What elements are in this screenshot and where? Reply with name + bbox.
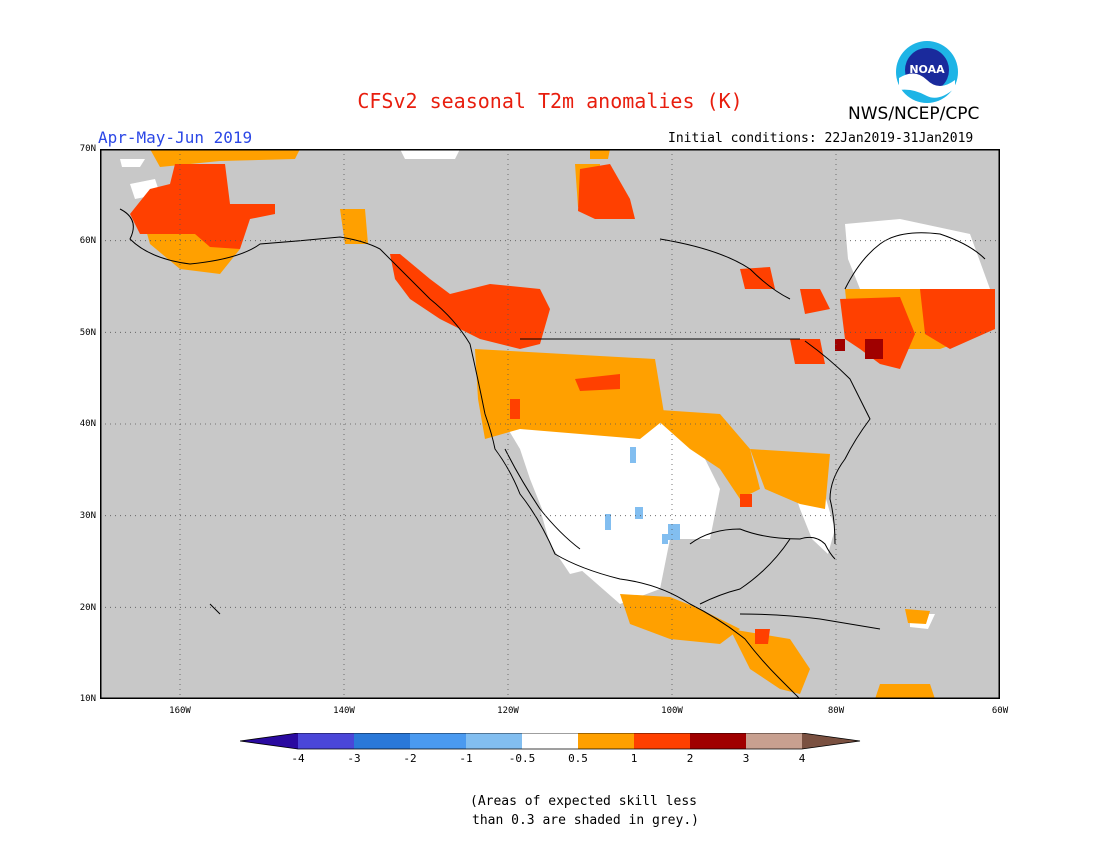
skill-note-line-1: (Areas of expected skill less <box>470 794 697 809</box>
lat-label-50n: 50N <box>79 328 96 338</box>
lat-label-20n: 20N <box>79 603 96 613</box>
lon-label-100w: 100W <box>661 706 683 716</box>
colorbar-segment-9 <box>746 733 802 749</box>
graticule <box>100 149 1000 699</box>
anomaly-1-to-2-regions <box>130 164 995 644</box>
colorbar-label-neg3: -3 <box>347 752 361 765</box>
anomaly-minus-0p5-to-minus-1-regions <box>605 447 680 544</box>
skill-note-line-2: than 0.3 are shaded in grey.) <box>472 813 699 828</box>
season-label: Apr-May-Jun 2019 <box>98 128 253 147</box>
colorbar-segment-4 <box>466 733 522 749</box>
colorbar-label-neg0p5: -0.5 <box>508 752 536 765</box>
lat-label-40n: 40N <box>79 419 96 429</box>
colorbar-label-4: 4 <box>798 752 806 765</box>
lon-label-120w: 120W <box>497 706 519 716</box>
noaa-logo: NOAA <box>896 41 958 103</box>
colorbar-segment-6 <box>578 733 634 749</box>
colorbar-segment-0 <box>240 733 298 749</box>
anomaly-map <box>100 149 1000 699</box>
colorbar-label-neg2: -2 <box>403 752 417 765</box>
map-frame <box>100 149 1000 699</box>
colorbar-segment-2 <box>354 733 410 749</box>
lon-label-80w: 80W <box>827 706 845 716</box>
colorbar-label-neg1: -1 <box>459 752 473 765</box>
lon-label-160w: 160W <box>169 706 191 716</box>
lat-label-70n: 70N <box>79 144 96 154</box>
logo-text: NOAA <box>909 63 945 76</box>
colorbar-segment-10 <box>802 733 860 749</box>
colorbar-label-3: 3 <box>742 752 750 765</box>
lon-label-140w: 140W <box>333 706 355 716</box>
lat-label-60n: 60N <box>79 236 96 246</box>
agency-label: NWS/NCEP/CPC <box>848 104 980 124</box>
anomaly-2-to-3-regions <box>835 339 883 359</box>
colorbar-label-neg4: -4 <box>291 752 305 765</box>
coastlines-and-borders <box>119 208 986 699</box>
colorbar-label-2: 2 <box>686 752 694 765</box>
colorbar-label-1: 1 <box>630 752 638 765</box>
colorbar-segment-7 <box>634 733 690 749</box>
lat-label-10n: 10N <box>79 694 96 704</box>
colorbar-segment-5 <box>522 733 578 749</box>
colorbar-segment-3 <box>410 733 466 749</box>
colorbar-segment-8 <box>690 733 746 749</box>
initial-conditions-label: Initial conditions: 22Jan2019-31Jan2019 <box>668 131 974 146</box>
lon-label-60w: 60W <box>991 706 1009 716</box>
colorbar <box>240 733 861 750</box>
chart-title: CFSv2 seasonal T2m anomalies (K) <box>357 89 743 113</box>
colorbar-segment-1 <box>298 733 354 749</box>
colorbar-label-0p5: 0.5 <box>568 752 588 765</box>
skill-note: (Areas of expected skill less than 0.3 a… <box>470 792 730 830</box>
lat-label-30n: 30N <box>79 511 96 521</box>
